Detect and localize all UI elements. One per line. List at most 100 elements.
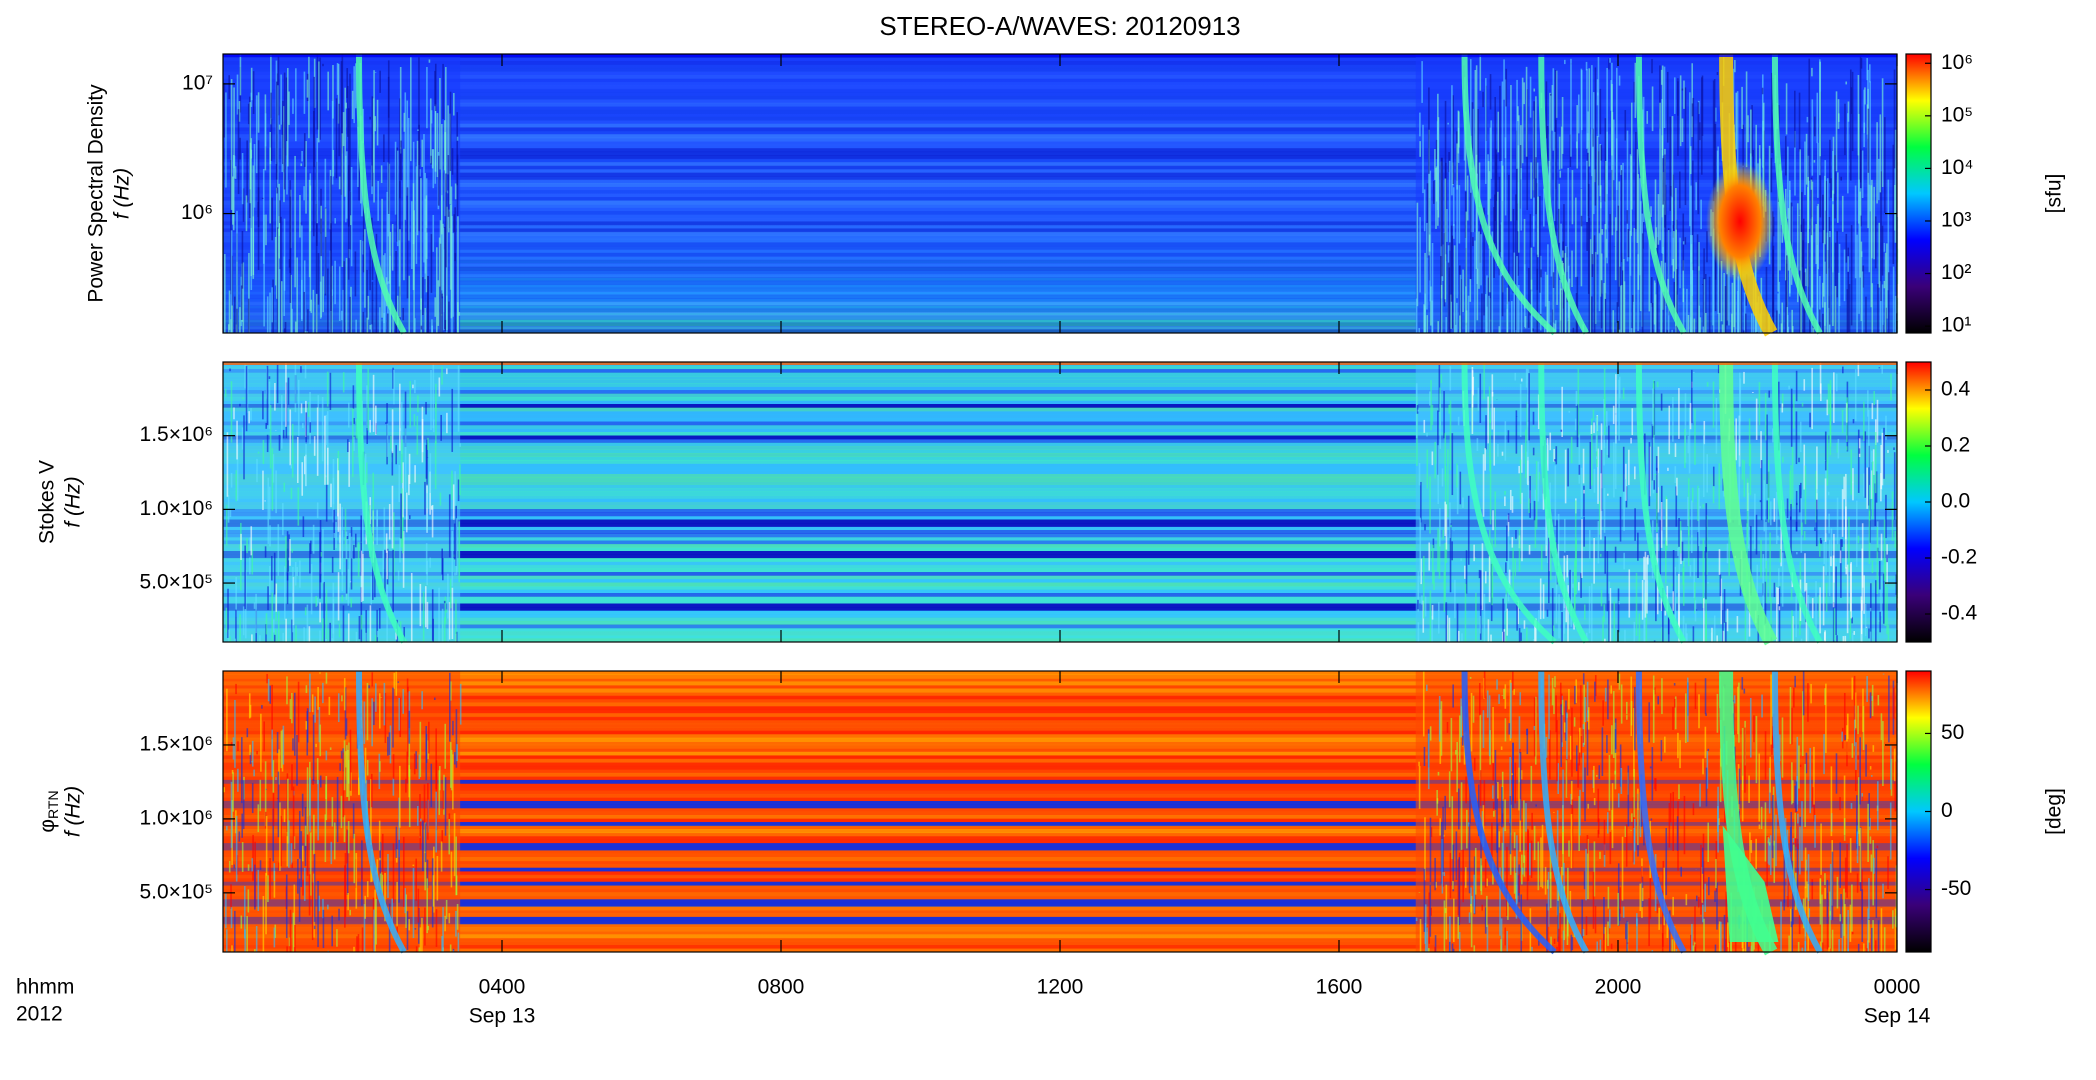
noise: [444, 723, 447, 769]
noise: [1633, 81, 1636, 103]
noise: [1673, 683, 1676, 686]
noise: [340, 750, 343, 759]
noise: [334, 260, 336, 305]
y-axis-label: f (Hz): [62, 786, 85, 837]
noise: [341, 133, 344, 268]
spectrogram-row: [223, 183, 1897, 188]
noise: [1568, 410, 1571, 413]
noise: [223, 254, 226, 333]
noise: [1599, 553, 1602, 557]
noise: [421, 418, 424, 453]
spectrogram-row: [223, 709, 1897, 714]
noise: [1748, 418, 1751, 467]
noise: [327, 268, 329, 333]
spectrogram-row: [223, 762, 1897, 767]
noise: [443, 600, 446, 604]
noise: [1877, 620, 1880, 622]
noise: [1687, 529, 1690, 567]
noise: [1603, 488, 1606, 533]
noise: [434, 441, 437, 490]
noise: [1705, 503, 1708, 553]
spectrogram-row: [223, 442, 1897, 447]
noise: [408, 710, 411, 744]
noise: [1824, 431, 1827, 471]
noise: [370, 779, 372, 845]
noise: [1714, 890, 1716, 902]
noise: [1698, 488, 1700, 547]
burst: [1771, 670, 1823, 954]
noise: [313, 814, 315, 855]
noise: [391, 409, 394, 454]
noise: [405, 639, 407, 642]
noise: [452, 720, 454, 736]
spectrogram-row: [223, 217, 1897, 222]
noise: [1894, 530, 1896, 548]
noise: [279, 200, 281, 224]
noise: [1491, 374, 1494, 430]
noise: [1491, 539, 1493, 552]
noise: [408, 765, 410, 798]
noise: [1702, 326, 1705, 333]
noise: [1701, 847, 1704, 874]
noise: [1417, 599, 1419, 610]
noise: [1446, 615, 1449, 642]
noise: [297, 858, 299, 894]
noise: [370, 865, 372, 883]
noise: [1739, 372, 1741, 440]
noise: [1875, 471, 1878, 503]
noise: [1606, 131, 1608, 264]
noise: [1794, 812, 1797, 839]
noise: [1423, 746, 1426, 766]
noise: [426, 601, 429, 630]
noise: [361, 927, 364, 952]
noise: [1632, 301, 1635, 333]
noise: [1871, 403, 1874, 420]
noise: [286, 531, 289, 581]
noise: [327, 71, 329, 111]
noise: [1750, 313, 1753, 333]
noise: [424, 481, 426, 515]
noise: [1798, 485, 1801, 513]
noise: [355, 853, 358, 909]
noise: [1482, 805, 1485, 847]
noise: [1473, 757, 1476, 771]
noise: [1641, 580, 1644, 620]
noise: [1492, 801, 1495, 811]
colorbar-tick-label: 0: [1941, 799, 1953, 822]
noise: [360, 541, 363, 543]
noise: [226, 825, 228, 831]
noise: [1785, 259, 1787, 333]
noise: [1661, 678, 1663, 715]
noise: [1523, 855, 1526, 877]
spectrogram-row: [223, 565, 1897, 569]
noise: [1508, 174, 1510, 302]
noise: [384, 873, 386, 922]
noise: [1448, 771, 1451, 808]
noise: [1535, 804, 1537, 807]
noise: [319, 724, 322, 757]
noise: [1419, 919, 1422, 952]
noise: [285, 618, 287, 642]
noise: [1706, 454, 1709, 493]
noise: [458, 521, 461, 583]
noise: [1601, 727, 1604, 777]
noise: [418, 57, 420, 166]
noise: [1669, 185, 1672, 196]
noise: [240, 285, 243, 320]
noise: [1469, 676, 1472, 679]
noise: [1822, 282, 1824, 308]
noise: [230, 159, 232, 295]
noise: [432, 618, 435, 642]
noise: [322, 909, 325, 949]
noise: [241, 153, 244, 205]
noise: [1574, 418, 1577, 431]
noise: [1555, 695, 1557, 733]
noise: [444, 915, 446, 932]
noise: [285, 874, 288, 939]
noise: [1874, 419, 1877, 445]
colorbar-tick-label: 0.2: [1941, 434, 1970, 457]
noise: [1727, 922, 1729, 948]
noise: [1580, 685, 1582, 728]
noise: [1664, 184, 1667, 306]
noise: [1697, 896, 1700, 908]
